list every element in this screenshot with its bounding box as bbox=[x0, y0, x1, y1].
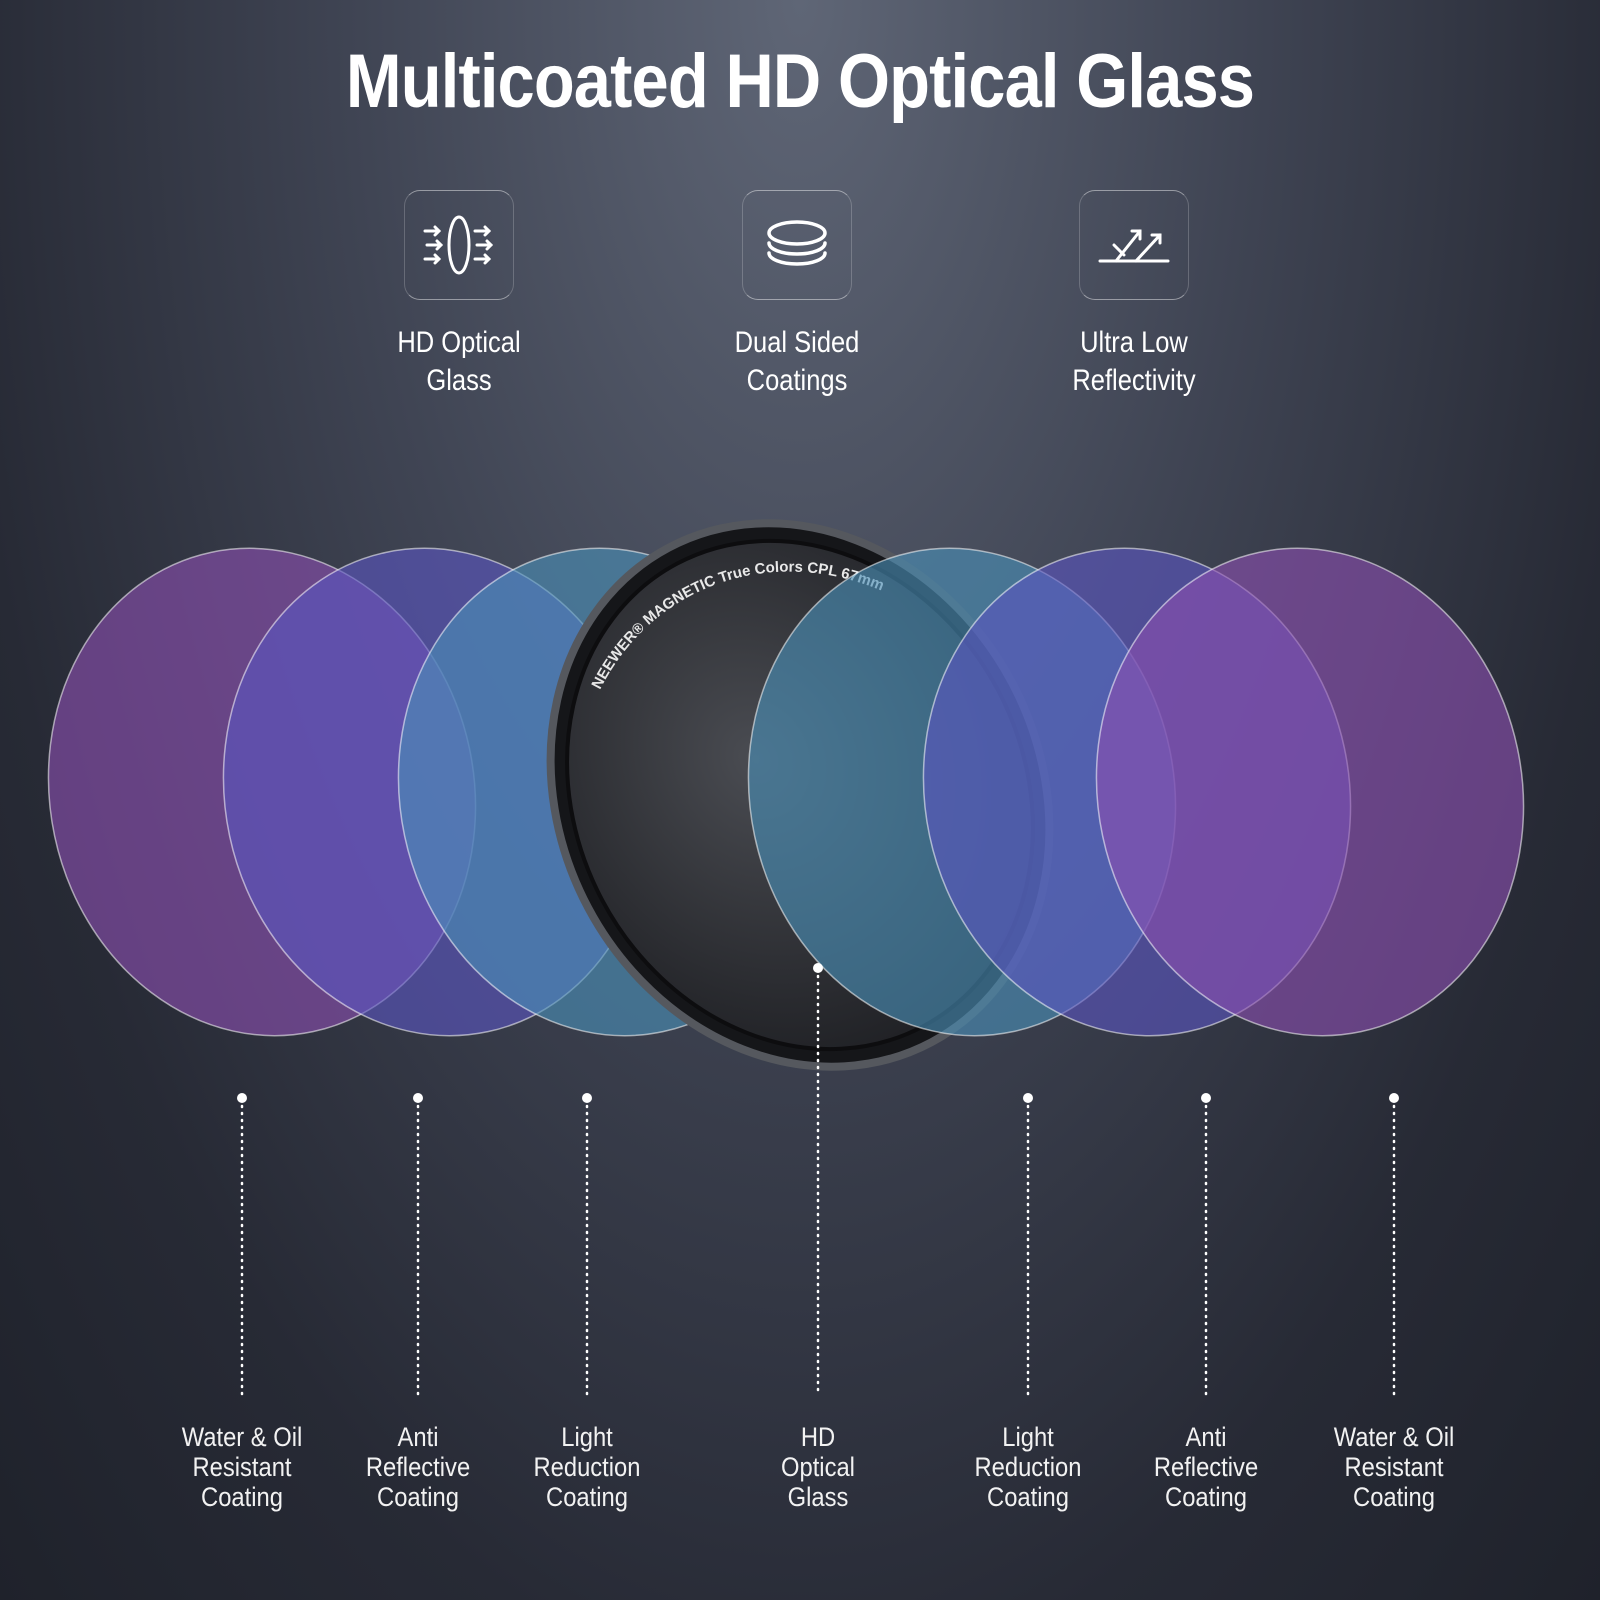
layer-label: Anti Reflective Coating bbox=[365, 1422, 471, 1512]
layer-label: Anti Reflective Coating bbox=[1153, 1422, 1259, 1512]
layer-label: Light Reduction Coating bbox=[533, 1422, 641, 1512]
feature-ultra-low-reflectivity: Ultra Low Reflectivity bbox=[1004, 190, 1264, 400]
layer-label: Water & Oil Resistant Coating bbox=[1333, 1422, 1455, 1512]
feature-label: Dual Sided Coatings bbox=[734, 326, 860, 397]
leader-dot bbox=[1201, 1093, 1211, 1103]
low-reflection-icon bbox=[1079, 190, 1189, 300]
leader-dot bbox=[813, 963, 823, 973]
feature-label: HD Optical Glass bbox=[397, 326, 521, 397]
leader-dot bbox=[413, 1093, 423, 1103]
leader-dot bbox=[1023, 1093, 1033, 1103]
page-title: Multicoated HD Optical Glass bbox=[345, 39, 1255, 124]
lens-light-pass-icon bbox=[404, 190, 514, 300]
layer-label: HD Optical Glass bbox=[781, 1422, 855, 1512]
layer-label: Light Reduction Coating bbox=[974, 1422, 1082, 1512]
feature-dual-sided-coatings: Dual Sided Coatings bbox=[667, 190, 927, 400]
stacked-layers-icon bbox=[742, 190, 852, 300]
layer-label: Water & Oil Resistant Coating bbox=[181, 1422, 303, 1512]
feature-hd-optical-glass: HD Optical Glass bbox=[329, 190, 589, 400]
leader-dot bbox=[237, 1093, 247, 1103]
leader-dot bbox=[582, 1093, 592, 1103]
coating-layer-disc bbox=[1095, 547, 1525, 1037]
leader-dot bbox=[1389, 1093, 1399, 1103]
feature-label: Ultra Low Reflectivity bbox=[1072, 326, 1196, 397]
